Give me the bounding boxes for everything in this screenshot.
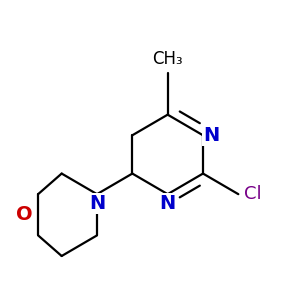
- Text: N: N: [160, 194, 176, 213]
- Text: O: O: [16, 205, 32, 224]
- Text: Cl: Cl: [244, 185, 262, 203]
- Text: N: N: [89, 194, 105, 213]
- Text: CH₃: CH₃: [152, 50, 183, 68]
- Text: N: N: [203, 126, 219, 145]
